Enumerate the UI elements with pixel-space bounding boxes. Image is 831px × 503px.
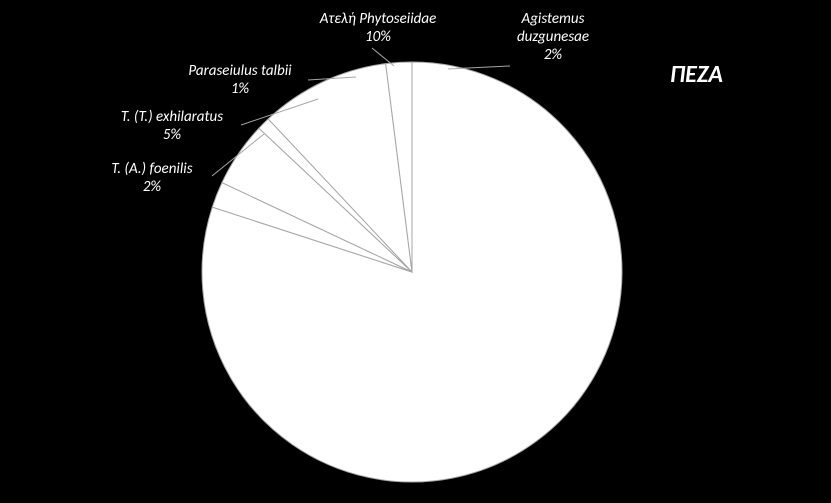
- label-foenilis-name: T. (A.) foenilis: [62, 160, 242, 178]
- label-foenilis: T. (A.) foenilis 2%: [62, 160, 242, 196]
- label-exhilaratus-name: T. (T.) exhilaratus: [72, 108, 272, 126]
- label-ateli: Ατελή Phytoseiidae 10%: [278, 10, 478, 46]
- label-foenilis-pct: 2%: [62, 178, 242, 196]
- label-agistemus: Agistemus duzgunesae 2%: [478, 10, 628, 64]
- label-talbii: Paraseiulus talbii 1%: [140, 62, 340, 98]
- label-exhilaratus-pct: 5%: [72, 126, 272, 144]
- label-talbii-pct: 1%: [140, 80, 340, 98]
- label-agistemus-name-1: Agistemus: [478, 10, 628, 28]
- leader-ateli: [372, 48, 394, 66]
- label-ateli-pct: 10%: [278, 28, 478, 46]
- label-exhilaratus: T. (T.) exhilaratus 5%: [72, 108, 272, 144]
- label-agistemus-pct: 2%: [478, 46, 628, 64]
- pie-chart: [0, 0, 831, 503]
- chart-canvas: ΠΕΖΑ Ατελή Phytoseiidae 10% Paraseiulus …: [0, 0, 831, 503]
- label-ateli-name: Ατελή Phytoseiidae: [278, 10, 478, 28]
- label-agistemus-name-2: duzgunesae: [478, 28, 628, 46]
- label-talbii-name: Paraseiulus talbii: [140, 62, 340, 80]
